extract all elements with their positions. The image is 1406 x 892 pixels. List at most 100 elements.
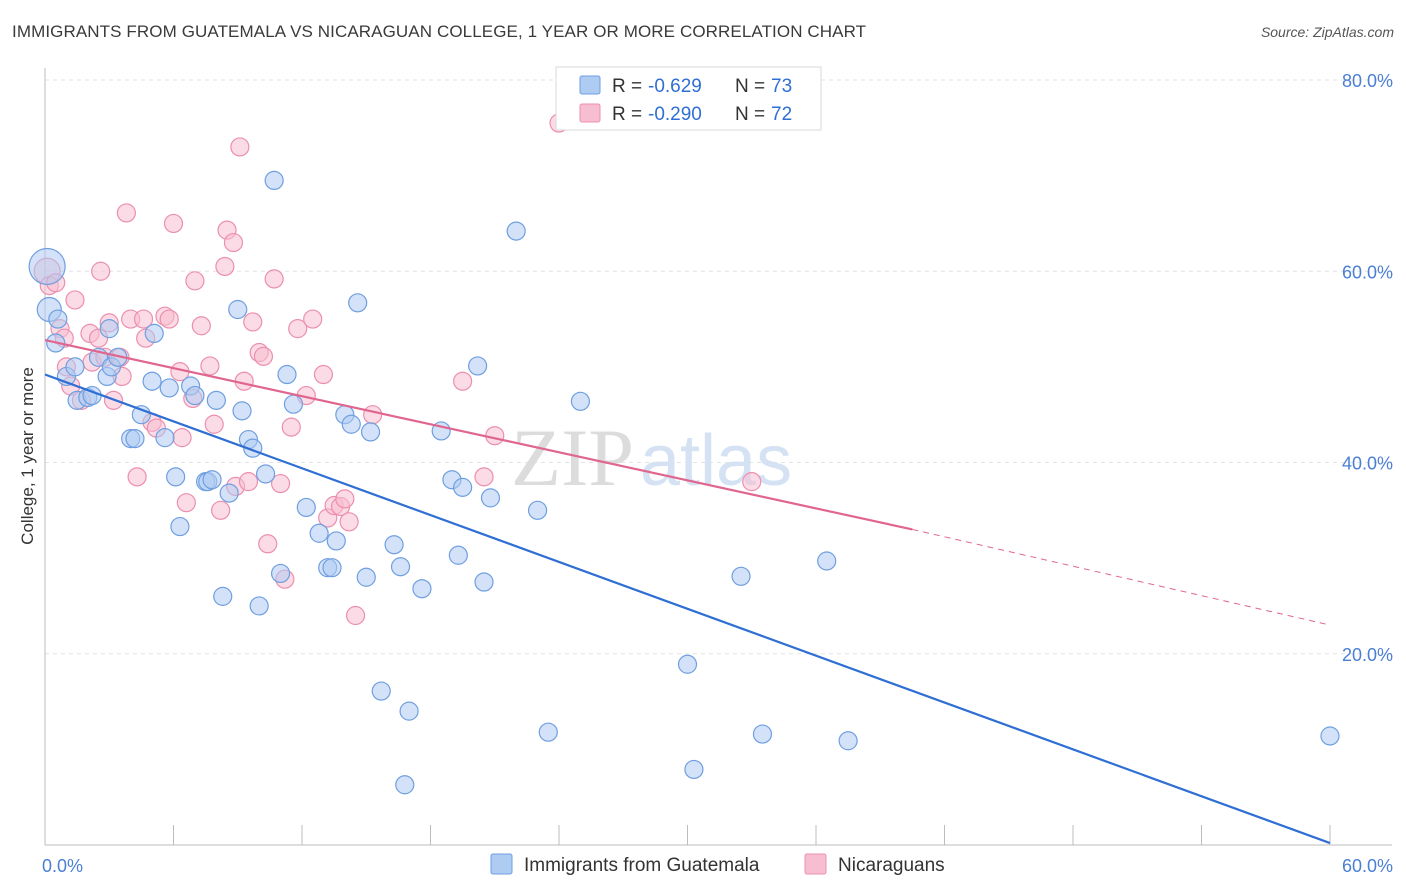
guatemala-point <box>142 371 162 391</box>
guatemala-trend-line <box>44 373 1331 845</box>
guatemala-point <box>277 364 297 385</box>
guatemala-point <box>1320 726 1340 746</box>
guatemala-point <box>213 586 233 606</box>
stats-n-label: N = <box>735 76 765 97</box>
guatemala-point <box>249 596 269 616</box>
guatemala-point <box>677 654 698 674</box>
guatemala-point <box>360 422 381 442</box>
nicaraguans-point <box>485 426 505 446</box>
guatemala-point <box>255 464 276 484</box>
tick-labels: 80.0% 60.0% 40.0% 20.0% 0.0% 60.0% <box>42 71 1393 876</box>
legend-label-nicaraguans: Nicaraguans <box>838 855 945 876</box>
watermark-atlas: atlas <box>640 421 792 501</box>
guatemala-point <box>474 572 494 592</box>
guatemala-point <box>341 414 361 434</box>
guatemala-point <box>206 390 226 410</box>
nicaraguans-point <box>303 309 323 329</box>
guatemala-point <box>506 221 526 241</box>
nicaraguans-point <box>288 319 308 339</box>
y-tick-label: 20.0% <box>1342 645 1393 665</box>
nicaraguans-point <box>127 467 147 487</box>
stats-r-value: -0.629 <box>648 76 702 97</box>
guatemala-point <box>480 488 501 508</box>
guatemala-point <box>731 566 751 586</box>
guatemala-point <box>538 722 558 742</box>
nicaraguans-point <box>453 371 473 391</box>
guatemala-point <box>283 394 304 414</box>
guatemala-point <box>48 309 68 329</box>
y-tick-label: 40.0% <box>1342 454 1393 474</box>
guatemala-point <box>448 545 468 565</box>
x-tick-label: 0.0% <box>42 856 83 876</box>
nicaraguans-point <box>345 605 366 626</box>
watermark-zip: ZIP <box>511 412 634 503</box>
guatemala-point <box>270 563 291 584</box>
nicaraguans-point <box>223 232 244 253</box>
guatemala-point <box>395 775 415 795</box>
guatemala-point <box>453 477 473 497</box>
nicaraguans-point <box>264 269 284 289</box>
nicaraguans-point <box>230 137 250 157</box>
nicaraguans-point <box>313 364 334 385</box>
guatemala-point <box>228 299 248 320</box>
guatemala-point <box>155 428 175 448</box>
nicaraguans-point <box>65 290 85 310</box>
nicaraguans-point <box>172 428 192 448</box>
stats-n-value: 72 <box>771 104 792 125</box>
chart-title: IMMIGRANTS FROM GUATEMALA VS NICARAGUAN … <box>12 22 867 41</box>
nicaraguans-point <box>200 356 220 376</box>
legend-label-guatemala: Immigrants from Guatemala <box>524 855 760 876</box>
y-tick-label: 60.0% <box>1342 262 1393 282</box>
guatemala-point <box>348 293 368 313</box>
nicaraguans-point <box>185 271 205 291</box>
nicaraguans-point <box>281 417 301 437</box>
nicaraguans-trend-extension <box>912 528 1331 626</box>
nicaraguans-point <box>474 467 494 487</box>
y-tick-label: 80.0% <box>1342 71 1393 91</box>
guatemala-point <box>166 467 186 487</box>
guatemala-point <box>838 731 858 751</box>
guatemala-point <box>371 681 391 701</box>
guatemala-point <box>326 531 346 551</box>
guatemala-point <box>296 497 316 518</box>
guatemala-point <box>219 483 239 503</box>
guatemala-point <box>159 378 179 398</box>
guatemala-point <box>264 170 284 191</box>
legend-swatch-guatemala <box>490 853 513 875</box>
nicaraguans-point <box>335 489 355 509</box>
nicaraguans-point <box>159 309 179 329</box>
guatemala-point <box>817 551 837 571</box>
nicaraguans-point <box>243 312 263 332</box>
nicaraguans-point <box>116 203 136 223</box>
stats-r-value: -0.290 <box>648 104 702 125</box>
stats-legend: R = -0.629 N = 73 R = -0.290 N = 72 <box>555 66 822 131</box>
guatemala-point <box>309 523 329 543</box>
nicaraguans-point <box>204 414 224 434</box>
guatemala-point <box>170 516 190 537</box>
nicaraguans-point <box>176 493 196 513</box>
guatemala-point <box>144 323 164 344</box>
guatemala-point <box>390 557 411 577</box>
stats-r-label: R = <box>612 104 642 125</box>
nicaraguans-point <box>270 473 291 494</box>
x-tick-label: 60.0% <box>1342 856 1393 876</box>
guatemala-point <box>356 567 376 587</box>
source-credit: Source: ZipAtlas.com <box>1260 24 1394 40</box>
guatemala-point <box>752 724 773 744</box>
nicaraguans-point <box>339 512 359 532</box>
guatemala-point <box>384 535 404 555</box>
nicaraguans-point <box>91 261 111 281</box>
guatemala-point <box>202 470 222 490</box>
stats-n-label: N = <box>735 104 765 125</box>
guatemala-point <box>65 357 85 377</box>
stats-swatch-nicaraguans <box>579 103 601 123</box>
nicaraguans-point <box>363 405 383 425</box>
guatemala-point <box>322 558 342 578</box>
guatemala-point <box>399 701 419 721</box>
axes <box>44 68 1392 846</box>
guatemala-point <box>99 319 119 339</box>
guatemala-point <box>185 385 205 406</box>
nicaraguans-point <box>133 309 154 329</box>
nicaraguans-point <box>211 500 231 520</box>
